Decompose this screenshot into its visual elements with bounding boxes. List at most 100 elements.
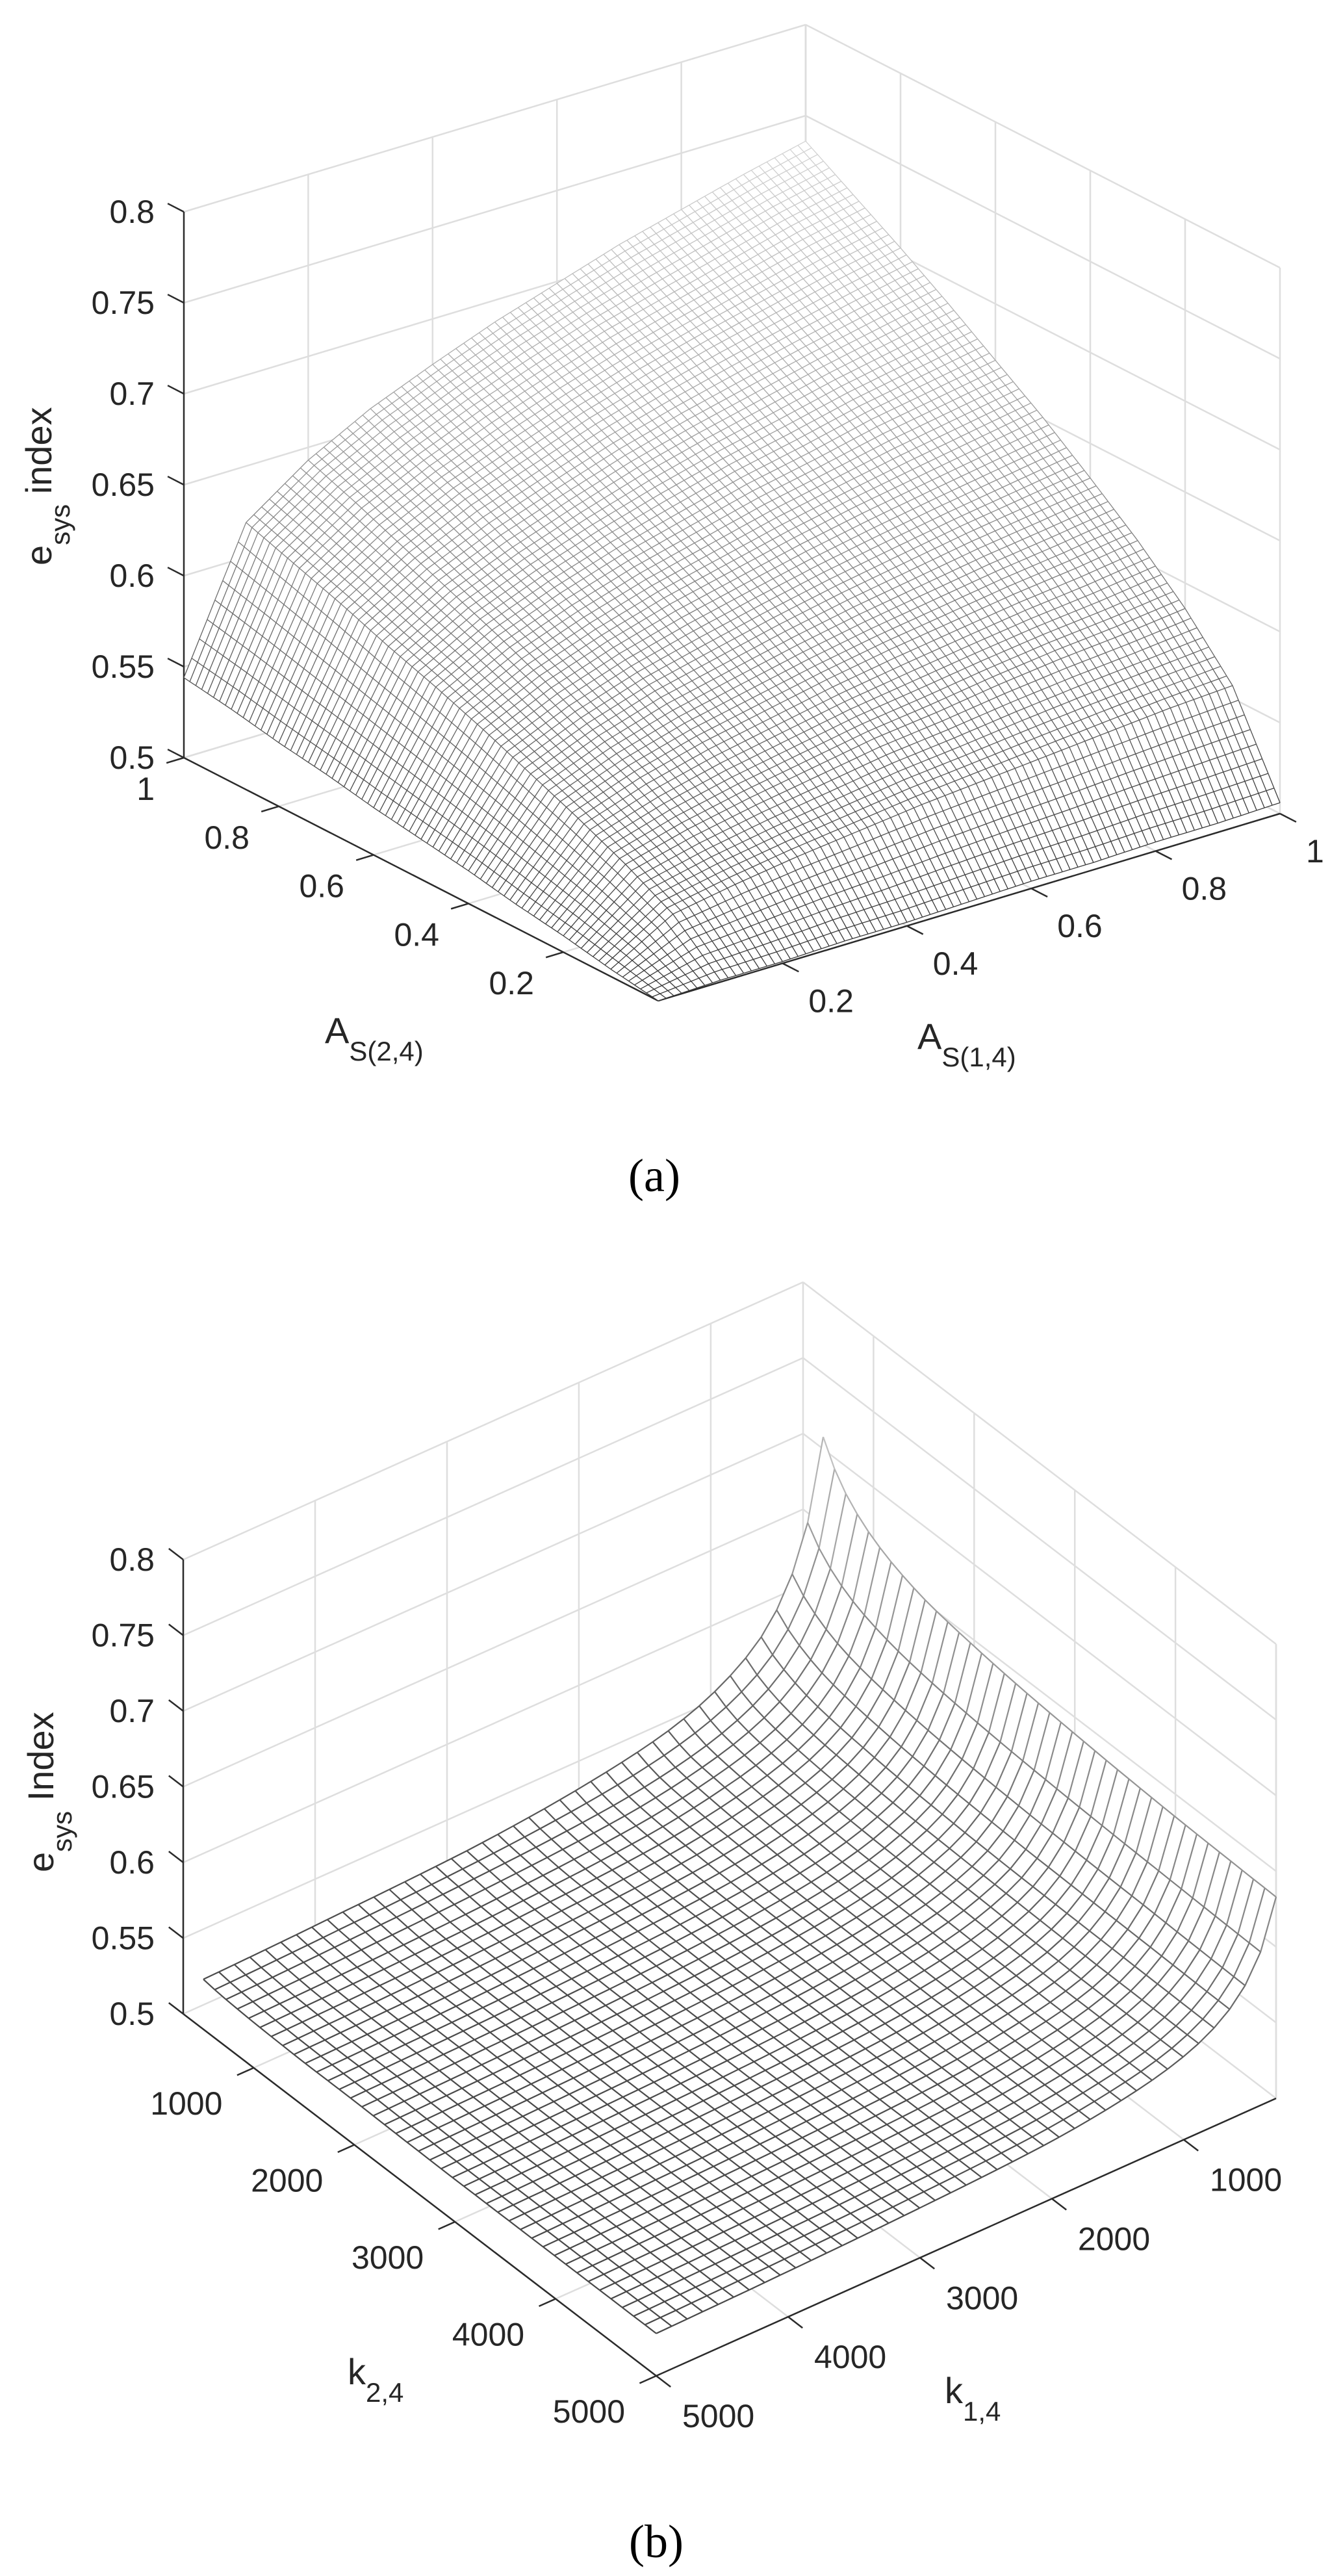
mesh-segment-x [912,876,921,880]
mesh-segment-x [974,854,983,858]
mesh-segment-x [783,849,792,853]
mesh-segment-x [632,953,641,961]
mesh-segment-x [964,814,973,818]
mesh-segment-x [649,927,658,935]
mesh-segment-x [695,955,703,960]
mesh-segment-x [926,885,934,889]
mesh-segment-x [1234,798,1244,802]
mesh-segment-x [857,842,866,846]
mesh-segment-x [1149,701,1157,706]
mesh-segment-x [650,970,658,976]
mesh-segment-x [1181,677,1190,682]
mesh-segment-x [810,860,819,865]
mesh-segment-x [1050,843,1059,847]
mesh-segment-x [1092,734,1101,739]
mesh-segment-x [745,959,754,962]
mesh-segment-x [747,947,756,951]
mesh-segment-x [1048,798,1056,803]
mesh-segment-x [1085,862,1094,866]
mesh-segment-x [995,750,1004,755]
mesh-segment-x [1137,797,1146,801]
y-tick-mark [355,854,374,861]
mesh-segment-x [888,782,897,788]
mesh-segment-x [1040,860,1049,864]
mesh-segment-x [1090,751,1099,756]
mesh-segment-x [665,995,674,999]
mesh-segment-x [1036,772,1045,776]
mesh-segment-x [724,856,734,861]
mesh-segment-x [1199,710,1208,715]
mesh-segment-x [645,908,654,917]
mesh-segment-x [1043,719,1052,724]
mesh-segment-x [709,863,718,868]
mesh-segment-x [1058,840,1066,844]
mesh-segment-x [747,900,755,905]
mesh-segment-x [993,876,1003,880]
mesh-segment-x [993,818,1002,822]
mesh-segment-x [672,910,681,915]
mesh-segment-x [667,949,676,955]
mesh-segment-x [731,907,739,911]
z-tick-mark [167,203,185,213]
mesh-segment-x [1233,815,1242,819]
mesh-segment-x [957,874,966,878]
mesh-segment-x [910,784,918,789]
mesh-segment-x [844,887,852,891]
y-tick-mark [545,951,564,959]
mesh-segment-x [878,847,888,851]
mesh-segment-x [987,753,996,758]
mesh-segment-x [1147,841,1156,845]
mesh-segment-x [754,897,763,901]
mesh-segment-x [953,847,962,851]
mesh-segment-x [920,873,928,877]
y-tick-mark [261,805,279,813]
mesh-segment-x [776,949,785,953]
mesh-segment-x [964,763,973,767]
mesh-segment-x [1137,733,1145,738]
mesh-segment-x [1009,871,1018,875]
mesh-segment-x [947,834,956,839]
mesh-segment-x [704,982,713,986]
mesh-segment-x [1077,740,1085,745]
mesh-segment-x [974,795,982,800]
mesh-segment-x [1131,784,1140,788]
mesh-segment-x [914,861,923,866]
mesh-segment-x [932,897,940,901]
mesh-segment-x [988,805,996,809]
mesh-segment-x [1186,829,1195,833]
mesh-segment-x [908,849,917,854]
mesh-segment-x [729,919,738,923]
mesh-segment-x [853,819,862,823]
mesh-segment-x [1053,749,1062,754]
mesh-segment-x [906,864,915,868]
mesh-segment-x [1132,846,1140,851]
mesh-segment-x [951,862,960,866]
mesh-segment-x [930,911,938,915]
mesh-segment-x [1101,857,1110,860]
mesh-segment-x [855,808,863,812]
mesh-segment-x [1258,790,1267,794]
mesh-segment-x [677,974,685,979]
mesh-segment-x [1254,758,1262,762]
mesh-segment-x [840,914,849,918]
mesh-segment-x [700,878,708,883]
mesh-segment-x [672,956,682,962]
mesh-segment-x [642,975,650,981]
mesh-segment-x [1021,838,1030,842]
mesh-segment-x [730,863,739,868]
mesh-segment-x [1129,736,1138,741]
mesh-segment-x [1218,820,1226,824]
mesh-segment-x [963,886,971,890]
mesh-segment-x [1073,773,1082,778]
mesh-segment-x [690,935,699,940]
mesh-segment-x [764,929,773,933]
mesh-segment-x [832,818,840,823]
mesh-segment-x [851,830,860,834]
mesh-segment-x [813,898,821,903]
mesh-segment-x [797,853,806,857]
mesh-segment-x [1017,868,1026,872]
mesh-segment-x [698,932,707,936]
mesh-segment-x [838,825,846,830]
mesh-segment-x [1063,734,1071,739]
